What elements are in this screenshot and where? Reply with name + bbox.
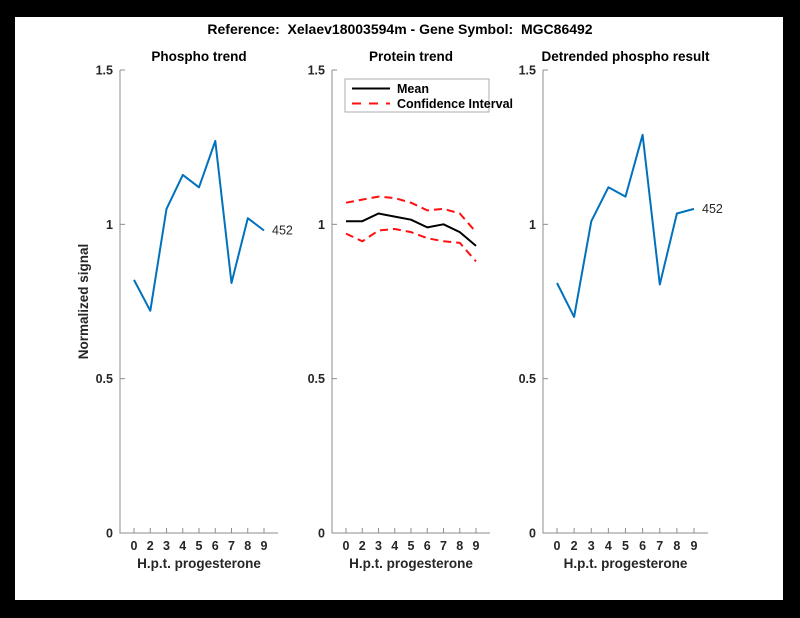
x-tick-label: 8 <box>456 539 463 553</box>
y-tick-label: 1 <box>106 218 113 232</box>
x-tick-label: 5 <box>622 539 629 553</box>
legend-label: Confidence Interval <box>397 97 513 111</box>
x-tick-label: 6 <box>639 539 646 553</box>
x-tick-label: 5 <box>408 539 415 553</box>
plot1-axes <box>119 70 278 534</box>
x-tick-label: 0 <box>343 539 350 553</box>
x-tick-label: 5 <box>196 539 203 553</box>
plot3-axes <box>542 70 708 534</box>
y-tick-label: 1 <box>318 218 325 232</box>
x-tick-label: 4 <box>605 539 612 553</box>
y-tick-label: 0.5 <box>96 372 113 386</box>
x-tick-label: 8 <box>244 539 251 553</box>
y-tick-label: 1.5 <box>519 64 536 78</box>
y-tick-label: 0 <box>318 527 325 541</box>
protein-mean-line <box>346 212 477 247</box>
detrended-phospho-line <box>556 133 695 318</box>
figure-title: Reference: Xelaev18003594m - Gene Symbol… <box>207 21 593 37</box>
x-tick-label: 7 <box>228 539 235 553</box>
confidence-upper-line <box>345 195 477 233</box>
plot2-axes <box>331 70 490 534</box>
y-tick-label: 0 <box>529 527 536 541</box>
x-tick-label: 7 <box>440 539 447 553</box>
y-tick-label: 0 <box>106 527 113 541</box>
y-tick-label: 1.5 <box>96 64 113 78</box>
plot-title: Detrended phospho result <box>541 49 710 64</box>
x-tick-label: 9 <box>691 539 698 553</box>
y-tick-label: 0.5 <box>519 372 536 386</box>
x-tick-label: 3 <box>375 539 382 553</box>
plot-title: Phospho trend <box>151 49 246 64</box>
x-tick-label: 2 <box>571 539 578 553</box>
x-tick-label: 9 <box>261 539 268 553</box>
plot-title: Protein trend <box>369 49 453 64</box>
x-tick-label: 2 <box>359 539 366 553</box>
x-tick-label: 3 <box>588 539 595 553</box>
x-tick-label: 2 <box>147 539 154 553</box>
x-tick-label: 9 <box>473 539 480 553</box>
phospho-signal-line <box>133 140 265 312</box>
y-axis-label: Normalized signal <box>76 244 91 360</box>
x-tick-label: 6 <box>212 539 219 553</box>
x-tick-label: 4 <box>179 539 186 553</box>
x-tick-label: 7 <box>656 539 663 553</box>
x-tick-label: 3 <box>163 539 170 553</box>
y-tick-label: 0.5 <box>308 372 325 386</box>
x-tick-label: 0 <box>131 539 138 553</box>
series-end-label: 452 <box>272 224 293 238</box>
confidence-lower-line <box>345 228 477 263</box>
series-end-label: 452 <box>702 202 723 216</box>
x-tick-label: 0 <box>554 539 561 553</box>
legend-label: Mean <box>397 82 429 96</box>
y-tick-label: 1.5 <box>308 64 325 78</box>
x-tick-label: 8 <box>673 539 680 553</box>
x-axis-label: H.p.t. progesterone <box>349 556 473 571</box>
legend-box <box>344 78 490 113</box>
y-tick-label: 1 <box>529 218 536 232</box>
figure-canvas <box>15 17 783 600</box>
x-axis-label: H.p.t. progesterone <box>137 556 261 571</box>
x-tick-label: 4 <box>391 539 398 553</box>
x-axis-label: H.p.t. progesterone <box>564 556 688 571</box>
x-tick-label: 6 <box>424 539 431 553</box>
